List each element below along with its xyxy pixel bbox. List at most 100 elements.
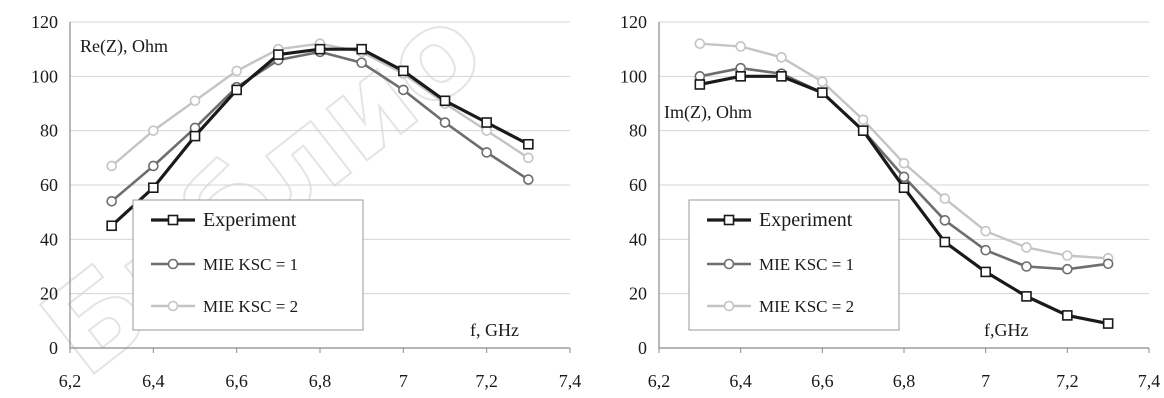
data-point (817, 87, 828, 98)
legend-label: MIE KSC = 2 (203, 297, 298, 316)
x-tick-label: 7,2 (475, 371, 498, 391)
data-point (817, 76, 828, 88)
y-tick-label: 0 (638, 338, 647, 358)
legend-swatch-marker (723, 214, 735, 226)
data-point (898, 157, 910, 169)
y-tick-label: 0 (49, 338, 58, 358)
legend-label: MIE KSC = 2 (759, 297, 854, 316)
x-tick-label: 7 (399, 371, 408, 391)
data-point (980, 266, 991, 278)
data-point (980, 244, 991, 256)
legend-label: MIE KSC = 1 (759, 255, 854, 274)
legend: Experiment MIE KSC = 1 MIE KSC = 2 (688, 199, 900, 331)
data-point (1062, 310, 1073, 321)
data-point (939, 193, 951, 204)
data-point (189, 95, 201, 107)
data-point (231, 84, 242, 96)
legend-swatch-marker (167, 300, 179, 312)
y-tick-label: 40 (629, 229, 647, 249)
x-tick-label: 6,2 (59, 371, 82, 391)
x-tick-label: 6,6 (811, 371, 834, 391)
data-point (1102, 258, 1114, 270)
y-tick-label: 100 (620, 66, 647, 86)
x-tick-label: 6,4 (729, 371, 752, 391)
y-tick-label: 40 (40, 229, 58, 249)
legend-label: Experiment (203, 209, 297, 231)
legend-swatch-marker (167, 214, 179, 226)
y-tick-label: 120 (31, 12, 58, 32)
data-point (939, 236, 951, 248)
y-axis-label: Im(Z), Ohm (664, 102, 752, 123)
data-point (523, 174, 534, 185)
watermark: Библио (18, 0, 508, 398)
data-point (106, 196, 117, 207)
x-axis-label: f, GHz (470, 320, 519, 340)
x-tick-label: 6,2 (648, 371, 671, 391)
legend-label: Experiment (759, 209, 853, 231)
legend-swatch-marker (723, 300, 735, 312)
data-point (1062, 250, 1073, 261)
y-axis-label: Re(Z), Ohm (80, 36, 168, 57)
y-tick-label: 60 (40, 175, 58, 195)
data-point (439, 117, 451, 128)
y-tick-label: 120 (620, 12, 647, 32)
data-point (898, 171, 910, 183)
data-point (189, 130, 201, 142)
x-tick-label: 6,8 (309, 371, 332, 391)
data-point (1102, 318, 1114, 329)
x-tick-label: 7 (981, 371, 990, 391)
data-point (694, 38, 706, 50)
data-point (439, 95, 451, 107)
x-tick-label: 6,4 (142, 371, 165, 391)
y-tick-label: 80 (629, 121, 647, 141)
data-point (776, 71, 787, 82)
data-point (356, 57, 367, 69)
data-point (939, 215, 951, 226)
data-point (1021, 261, 1032, 272)
data-point (356, 43, 367, 55)
data-point (694, 79, 706, 90)
data-point (857, 114, 869, 126)
chart-re-z: 0 20 40 60 80 100 120 6,2 6,4 6,6 6,8 7 7,2 7,4 Re(Z),… (31, 12, 581, 391)
data-point (1062, 263, 1073, 275)
data-point (148, 182, 159, 194)
data-point (898, 182, 910, 194)
y-tick-label: 20 (629, 284, 647, 304)
data-point (776, 52, 787, 63)
x-tick-label: 7,4 (1138, 371, 1161, 391)
data-point (481, 147, 492, 158)
y-tick-label: 60 (629, 175, 647, 195)
data-point (735, 71, 746, 82)
x-tick-label: 7,4 (559, 371, 582, 391)
legend-swatch-marker (723, 258, 735, 270)
data-point (231, 65, 242, 77)
data-point (398, 65, 409, 77)
x-tick-label: 7,2 (1056, 371, 1079, 391)
x-tick-label: 6,8 (893, 371, 916, 391)
data-point (1021, 291, 1032, 302)
data-point (148, 160, 159, 172)
legend-label: MIE KSC = 1 (203, 255, 298, 274)
data-point (735, 41, 746, 52)
legend-swatch-marker (167, 258, 179, 270)
data-point (481, 117, 492, 128)
data-point (314, 43, 326, 55)
x-axis-label: f,GHz (984, 320, 1028, 340)
data-point (106, 160, 117, 172)
data-point (857, 125, 869, 136)
data-point (523, 152, 534, 164)
data-point (523, 138, 534, 150)
chart-im-z: 0 20 40 60 80 100 120 6,2 6,4 6,6 6,8 7 7,2 7,4 Im(Z),… (620, 12, 1160, 391)
y-tick-label: 20 (40, 284, 58, 304)
legend: Experiment MIE KSC = 1 MIE KSC = 2 (132, 199, 364, 331)
data-point (106, 220, 117, 232)
y-tick-label: 100 (31, 66, 58, 86)
x-tick-label: 6,6 (225, 371, 248, 391)
data-point (148, 125, 159, 136)
data-point (1021, 242, 1032, 253)
data-point (980, 225, 991, 237)
data-point (398, 84, 409, 96)
y-tick-label: 80 (40, 121, 58, 141)
data-point (273, 49, 284, 60)
